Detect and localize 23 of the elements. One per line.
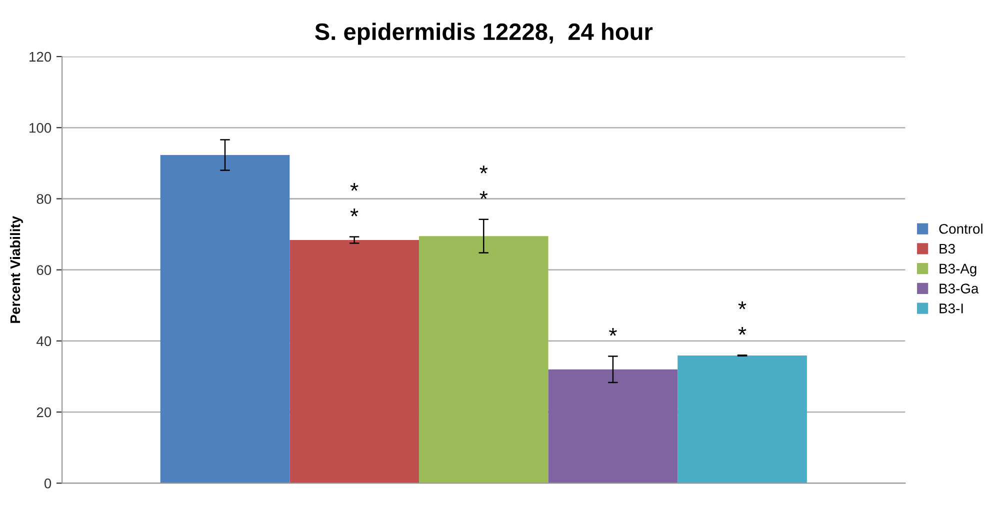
- y-tick-label: 0: [44, 478, 52, 488]
- bar: [678, 356, 807, 484]
- y-tick-label: 40: [36, 336, 52, 346]
- legend-label: Control: [939, 224, 982, 234]
- bar: [548, 369, 678, 484]
- y-tick-label: 100: [30, 122, 52, 133]
- y-tick-label: 60: [36, 265, 52, 276]
- legend-label: B3-Ag: [940, 264, 976, 276]
- y-tick-label: 80: [36, 194, 52, 204]
- bar: [290, 240, 419, 484]
- bar: [160, 155, 290, 484]
- y-axis-title: Percent Viability: [10, 216, 23, 323]
- annotation: *: [608, 328, 617, 336]
- annotation: * *: [350, 183, 358, 216]
- legend-label: B3-I: [940, 304, 963, 314]
- y-tick-label: 20: [36, 407, 52, 418]
- annotation: * *: [480, 166, 488, 199]
- bar: [418, 236, 548, 484]
- legend-label: B3: [940, 244, 955, 254]
- y-tick-label: 120: [30, 52, 52, 62]
- annotation: * *: [738, 301, 746, 335]
- chart-title: S. epidermidis 12228, 24 hour: [315, 22, 653, 45]
- legend-label: B3-Ga: [940, 284, 979, 294]
